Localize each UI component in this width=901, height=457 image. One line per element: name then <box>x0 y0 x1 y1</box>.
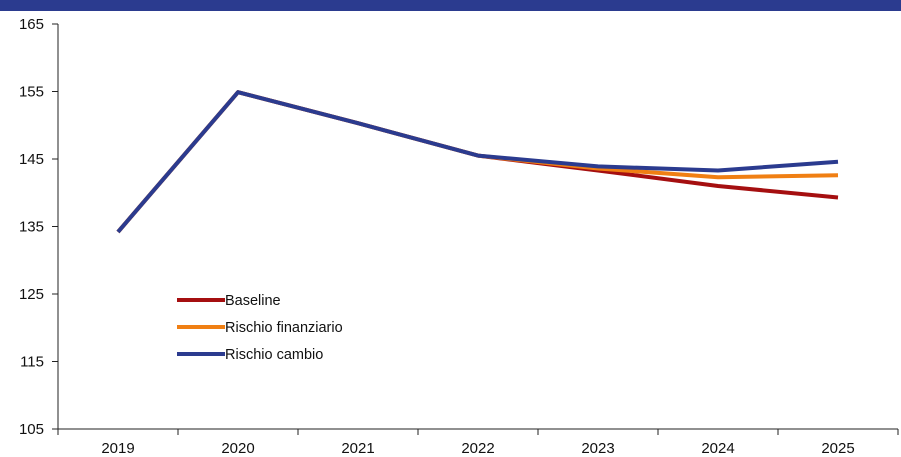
x-tick-label: 2021 <box>341 440 374 457</box>
legend-label-1: Rischio finanziario <box>225 320 343 336</box>
x-tick-label: 2020 <box>221 440 254 457</box>
y-tick-label: 115 <box>20 354 44 371</box>
x-tick-label: 2019 <box>101 440 134 457</box>
x-tick-label: 2023 <box>581 440 614 457</box>
series-line-0 <box>116 90 839 234</box>
x-tick-label: 2024 <box>701 440 734 457</box>
y-tick-label: 165 <box>19 16 44 33</box>
y-tick-label: 125 <box>19 286 44 303</box>
legend-label-0: Baseline <box>225 293 281 309</box>
y-tick-label: 145 <box>19 151 44 168</box>
x-tick-label: 2022 <box>461 440 494 457</box>
chart-legend: Baseline Rischio finanziario Rischio cambi… <box>177 293 343 363</box>
series-line-2 <box>116 90 839 234</box>
series-layer <box>116 90 839 234</box>
y-tick-label: 105 <box>19 421 44 438</box>
y-tick-label: 155 <box>19 84 44 101</box>
x-tick-label: 2025 <box>821 440 854 457</box>
chart-title-bar <box>0 0 901 11</box>
legend-label-2: Rischio cambio <box>225 347 323 363</box>
chart-axes: 105 115 125 135 145 155 165 2019 2020 2021 2022 202… <box>19 16 899 457</box>
y-tick-label: 135 <box>19 219 44 236</box>
series-line-1 <box>116 90 839 234</box>
